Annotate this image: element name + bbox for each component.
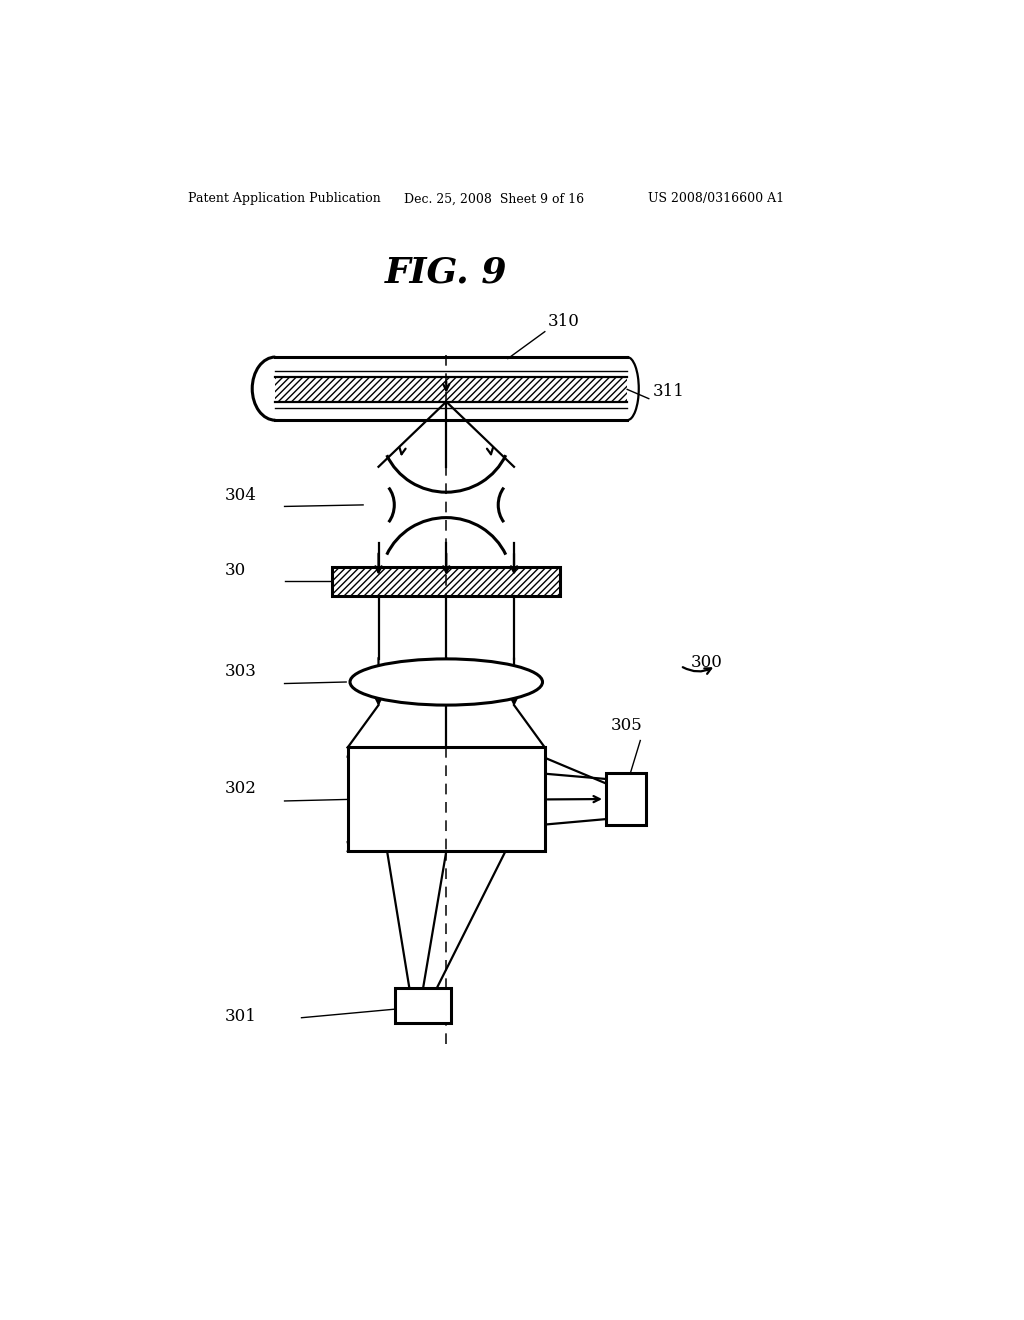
Bar	[348, 747, 545, 851]
Text: 301: 301	[224, 1007, 256, 1024]
Text: 311: 311	[652, 383, 684, 400]
Bar	[395, 987, 451, 1023]
Text: 304: 304	[224, 487, 256, 504]
Ellipse shape	[350, 659, 543, 705]
Text: 300: 300	[691, 653, 723, 671]
Bar	[333, 566, 560, 595]
Text: Dec. 25, 2008  Sheet 9 of 16: Dec. 25, 2008 Sheet 9 of 16	[403, 193, 584, 206]
Bar	[606, 774, 646, 825]
Text: 30: 30	[224, 562, 246, 579]
Text: 305: 305	[611, 717, 643, 734]
Bar	[333, 566, 560, 595]
Bar	[275, 378, 628, 401]
Text: US 2008/0316600 A1: US 2008/0316600 A1	[648, 193, 784, 206]
Text: Patent Application Publication: Patent Application Publication	[188, 193, 381, 206]
Text: FIG. 9: FIG. 9	[385, 255, 508, 289]
Text: 310: 310	[548, 313, 580, 330]
Text: 303: 303	[224, 663, 256, 680]
Text: 302: 302	[224, 780, 256, 797]
